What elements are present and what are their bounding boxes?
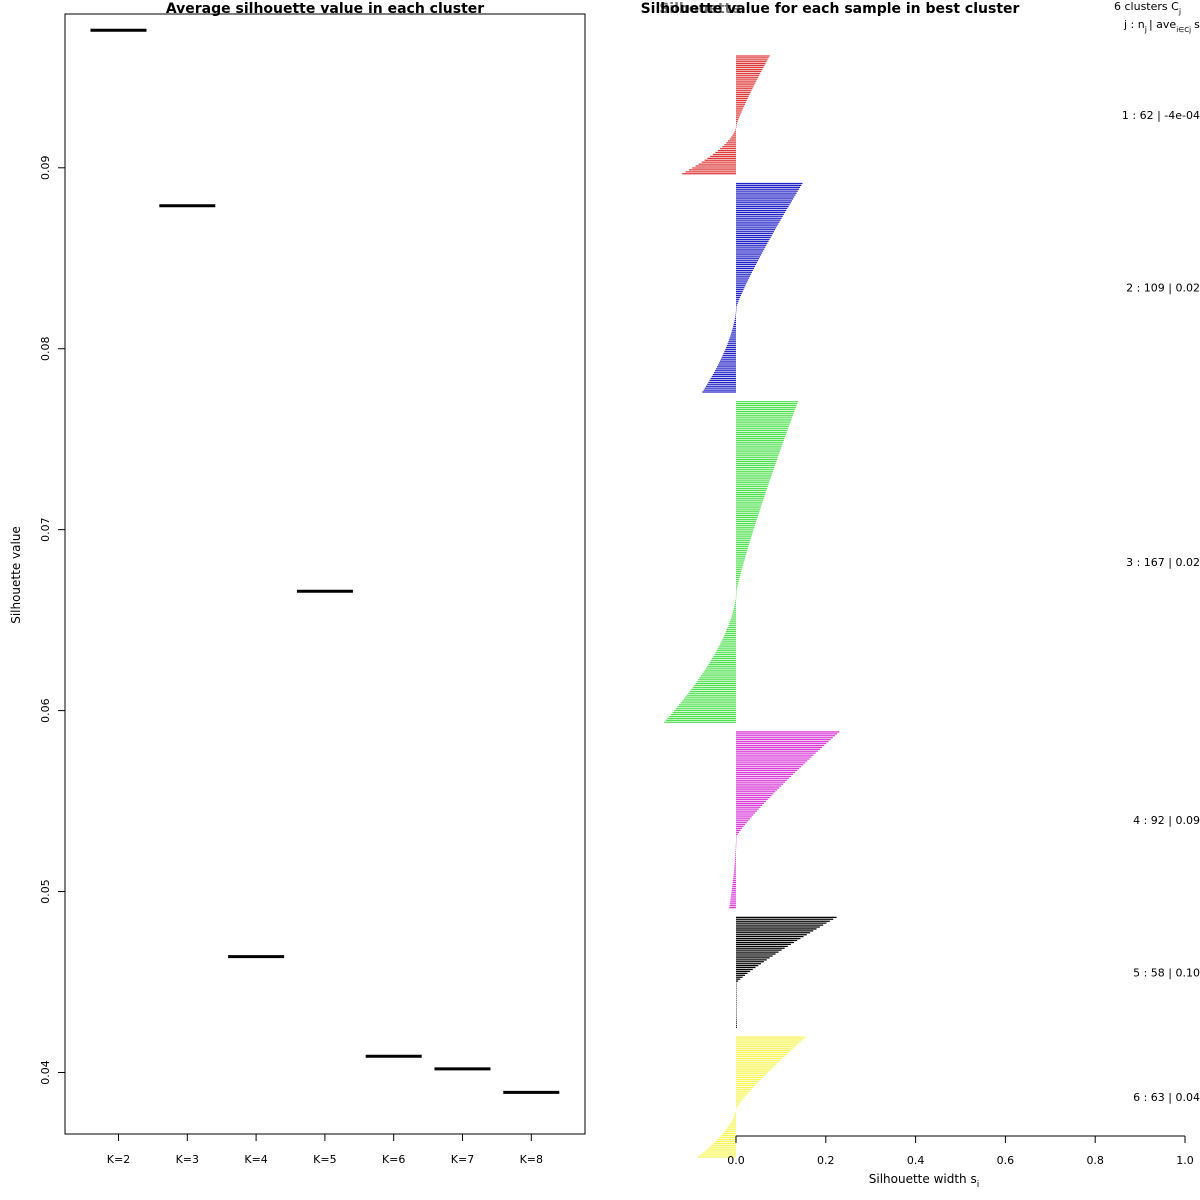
right-x-tick-label: 1.0	[1176, 1154, 1194, 1167]
left-chart: Average silhouette value in each cluster…	[9, 1, 586, 1166]
cluster-3-label: 3 : 167 | 0.02	[1126, 556, 1200, 569]
left-y-tick-label: 0.09	[39, 156, 52, 181]
left-y-tick-label: 0.05	[39, 879, 52, 904]
cluster-4-label: 4 : 92 | 0.09	[1133, 814, 1200, 827]
right-x-tick-label: 0.6	[997, 1154, 1015, 1167]
left-x-tick-label: K=4	[244, 1153, 267, 1166]
right-chart: Silhouette value for each sample in best…	[641, 0, 1200, 1190]
left-y-ticks: 0.04 0.05 0.06 0.07 0.08 0.09	[39, 156, 65, 1085]
right-x-axis: 0.0 0.2 0.4 0.6 0.8 1.0	[727, 1135, 1194, 1167]
left-y-axis-label: Silhouette value	[9, 526, 23, 624]
left-y-tick-label: 0.04	[39, 1060, 52, 1085]
legend-header-line1: 6 clusters Cj	[1114, 0, 1181, 16]
cluster-3-bars	[664, 401, 798, 723]
right-x-tick-label: 0.8	[1086, 1154, 1104, 1167]
cluster-1-bars	[682, 55, 770, 175]
left-chart-title: Average silhouette value in each cluster	[166, 1, 484, 17]
left-marks	[90, 28, 560, 1094]
right-x-tick-label: 0.2	[817, 1154, 835, 1167]
left-x-ticks: K=2 K=3 K=4 K=5 K=6 K=7 K=8	[107, 1134, 543, 1166]
left-x-tick-label: K=3	[176, 1153, 199, 1166]
right-silhouette-bars	[664, 55, 840, 1158]
left-plot-frame	[64, 13, 586, 1135]
left-x-tick-label: K=2	[107, 1153, 130, 1166]
left-x-tick-label: K=5	[313, 1153, 336, 1166]
left-x-tick-label: K=6	[382, 1153, 405, 1166]
legend-header-line2: j : nj | avei∈Cj s	[1123, 18, 1200, 34]
cluster-6-bars	[697, 1036, 806, 1158]
left-y-tick-label: 0.07	[39, 517, 52, 542]
cluster-2-label: 2 : 109 | 0.02	[1126, 282, 1200, 295]
cluster-5-label: 5 : 58 | 0.10	[1133, 966, 1200, 979]
right-x-tick-label: 0.0	[727, 1154, 745, 1167]
cluster-4-bars	[729, 731, 840, 909]
right-chart-overlap-title: Silhouette	[659, 1, 741, 17]
cluster-1-label: 1 : 62 | -4e-04	[1122, 109, 1200, 122]
left-x-tick-label: K=7	[451, 1153, 474, 1166]
cluster-6-label: 6 : 63 | 0.04	[1133, 1091, 1200, 1104]
right-x-axis-label: Silhouette width si	[869, 1172, 980, 1190]
left-y-tick-label: 0.06	[39, 698, 52, 723]
left-y-tick-label: 0.08	[39, 336, 52, 361]
cluster-5-bars	[736, 916, 837, 1029]
left-x-tick-label: K=8	[520, 1153, 543, 1166]
right-chart-title: Silhouette value for each sample in best…	[641, 1, 1020, 17]
cluster-2-bars	[702, 182, 803, 393]
right-x-tick-label: 0.4	[907, 1154, 925, 1167]
right-cluster-labels: 1 : 62 | -4e-04 2 : 109 | 0.02 3 : 167 | 0…	[1122, 109, 1200, 1104]
